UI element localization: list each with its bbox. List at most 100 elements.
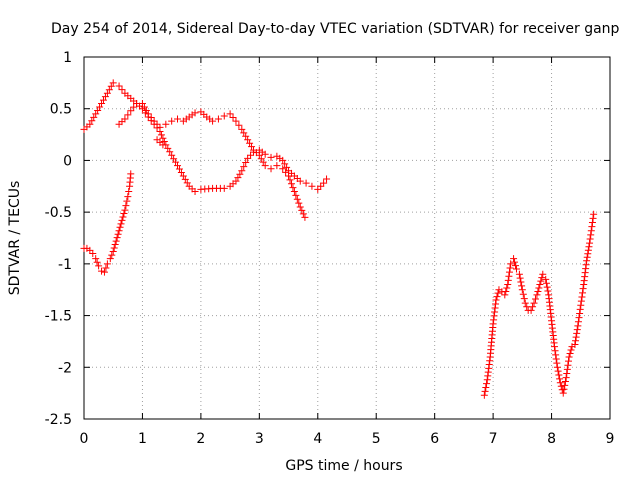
data-point bbox=[179, 172, 187, 180]
data-point bbox=[116, 223, 124, 231]
data-point bbox=[261, 150, 269, 158]
y-tick-label: -2.5 bbox=[45, 412, 72, 428]
data-point bbox=[124, 111, 132, 119]
data-point bbox=[127, 170, 135, 178]
data-point bbox=[283, 163, 291, 171]
data-point bbox=[553, 363, 561, 371]
data-point bbox=[244, 154, 252, 162]
data-point bbox=[191, 187, 199, 195]
y-tick-label: -2 bbox=[58, 360, 72, 376]
data-point bbox=[285, 172, 293, 180]
data-point bbox=[563, 365, 571, 373]
data-point bbox=[576, 310, 584, 318]
data-point bbox=[90, 113, 98, 121]
data-point bbox=[577, 301, 585, 309]
data-point bbox=[236, 170, 244, 178]
data-point bbox=[583, 253, 591, 261]
data-point bbox=[88, 117, 96, 125]
data-point bbox=[89, 250, 97, 258]
data-point bbox=[289, 184, 297, 192]
data-point bbox=[302, 179, 310, 187]
data-point bbox=[147, 114, 155, 122]
data-point bbox=[501, 291, 509, 299]
data-point bbox=[556, 379, 564, 387]
data-point bbox=[168, 117, 176, 125]
data-point bbox=[244, 136, 252, 144]
data-point bbox=[115, 227, 123, 235]
data-point bbox=[534, 287, 542, 295]
chart-title: Day 254 of 2014, Sidereal Day-to-day VTE… bbox=[51, 21, 620, 37]
data-point bbox=[156, 123, 164, 131]
data-point bbox=[298, 206, 306, 214]
y-tick-label: -0.5 bbox=[45, 205, 72, 221]
data-point bbox=[523, 303, 531, 311]
data-point bbox=[561, 378, 569, 386]
data-point bbox=[292, 191, 300, 199]
data-point bbox=[521, 299, 529, 307]
data-point bbox=[246, 139, 254, 147]
data-point bbox=[481, 387, 489, 395]
data-point bbox=[120, 210, 128, 218]
data-point bbox=[520, 295, 528, 303]
data-point bbox=[109, 247, 117, 255]
data-point bbox=[296, 203, 304, 211]
data-point bbox=[537, 277, 545, 285]
data-point bbox=[296, 177, 304, 185]
data-point bbox=[248, 143, 256, 151]
data-point bbox=[101, 93, 109, 101]
data-point bbox=[177, 168, 185, 176]
data-point bbox=[267, 153, 275, 161]
data-point bbox=[191, 109, 199, 117]
data-point bbox=[92, 255, 100, 263]
data-point bbox=[533, 291, 541, 299]
data-point bbox=[542, 275, 550, 283]
data-point bbox=[566, 349, 574, 357]
x-tick-labels: 0 1 2 3 4 5 6 7 8 9 bbox=[80, 431, 615, 447]
data-point bbox=[235, 121, 243, 129]
data-point bbox=[123, 197, 131, 205]
data-point bbox=[314, 185, 322, 193]
x-tick-label: 6 bbox=[430, 431, 439, 447]
data-point bbox=[273, 162, 281, 170]
y-axis-label: SDTVAR / TECUs bbox=[7, 181, 23, 296]
data-point bbox=[115, 82, 123, 90]
data-point bbox=[257, 155, 265, 163]
data-point bbox=[164, 144, 172, 152]
data-point bbox=[494, 289, 502, 297]
data-point bbox=[563, 369, 571, 377]
data-point bbox=[492, 296, 500, 304]
data-point bbox=[567, 346, 575, 354]
data-point bbox=[286, 176, 294, 184]
data-point bbox=[242, 158, 250, 166]
data-point bbox=[555, 371, 563, 379]
data-point bbox=[174, 115, 182, 123]
x-axis-label: GPS time / hours bbox=[285, 458, 402, 474]
data-point bbox=[542, 279, 550, 287]
y-tick-label: 0.5 bbox=[50, 102, 72, 118]
data-point bbox=[504, 276, 512, 284]
data-point bbox=[117, 220, 125, 228]
data-point bbox=[573, 326, 581, 334]
y-tick-label: -1.5 bbox=[45, 309, 72, 325]
data-point bbox=[118, 86, 126, 94]
data-point bbox=[579, 285, 587, 293]
data-point bbox=[588, 223, 596, 231]
data-point bbox=[556, 375, 564, 383]
data-point bbox=[166, 148, 174, 156]
data-point bbox=[234, 174, 242, 182]
data-point bbox=[493, 293, 501, 301]
data-point bbox=[515, 270, 523, 278]
data-point bbox=[242, 132, 250, 140]
data-point bbox=[86, 246, 94, 254]
data-point bbox=[279, 165, 287, 173]
data-point bbox=[93, 258, 101, 266]
data-point bbox=[103, 89, 111, 97]
data-point bbox=[110, 244, 118, 252]
data-point bbox=[140, 103, 148, 111]
data-point bbox=[133, 100, 141, 108]
data-point bbox=[118, 216, 126, 224]
data-point bbox=[226, 110, 234, 118]
data-point bbox=[175, 165, 183, 173]
data-point bbox=[144, 110, 152, 118]
data-point bbox=[584, 246, 592, 254]
